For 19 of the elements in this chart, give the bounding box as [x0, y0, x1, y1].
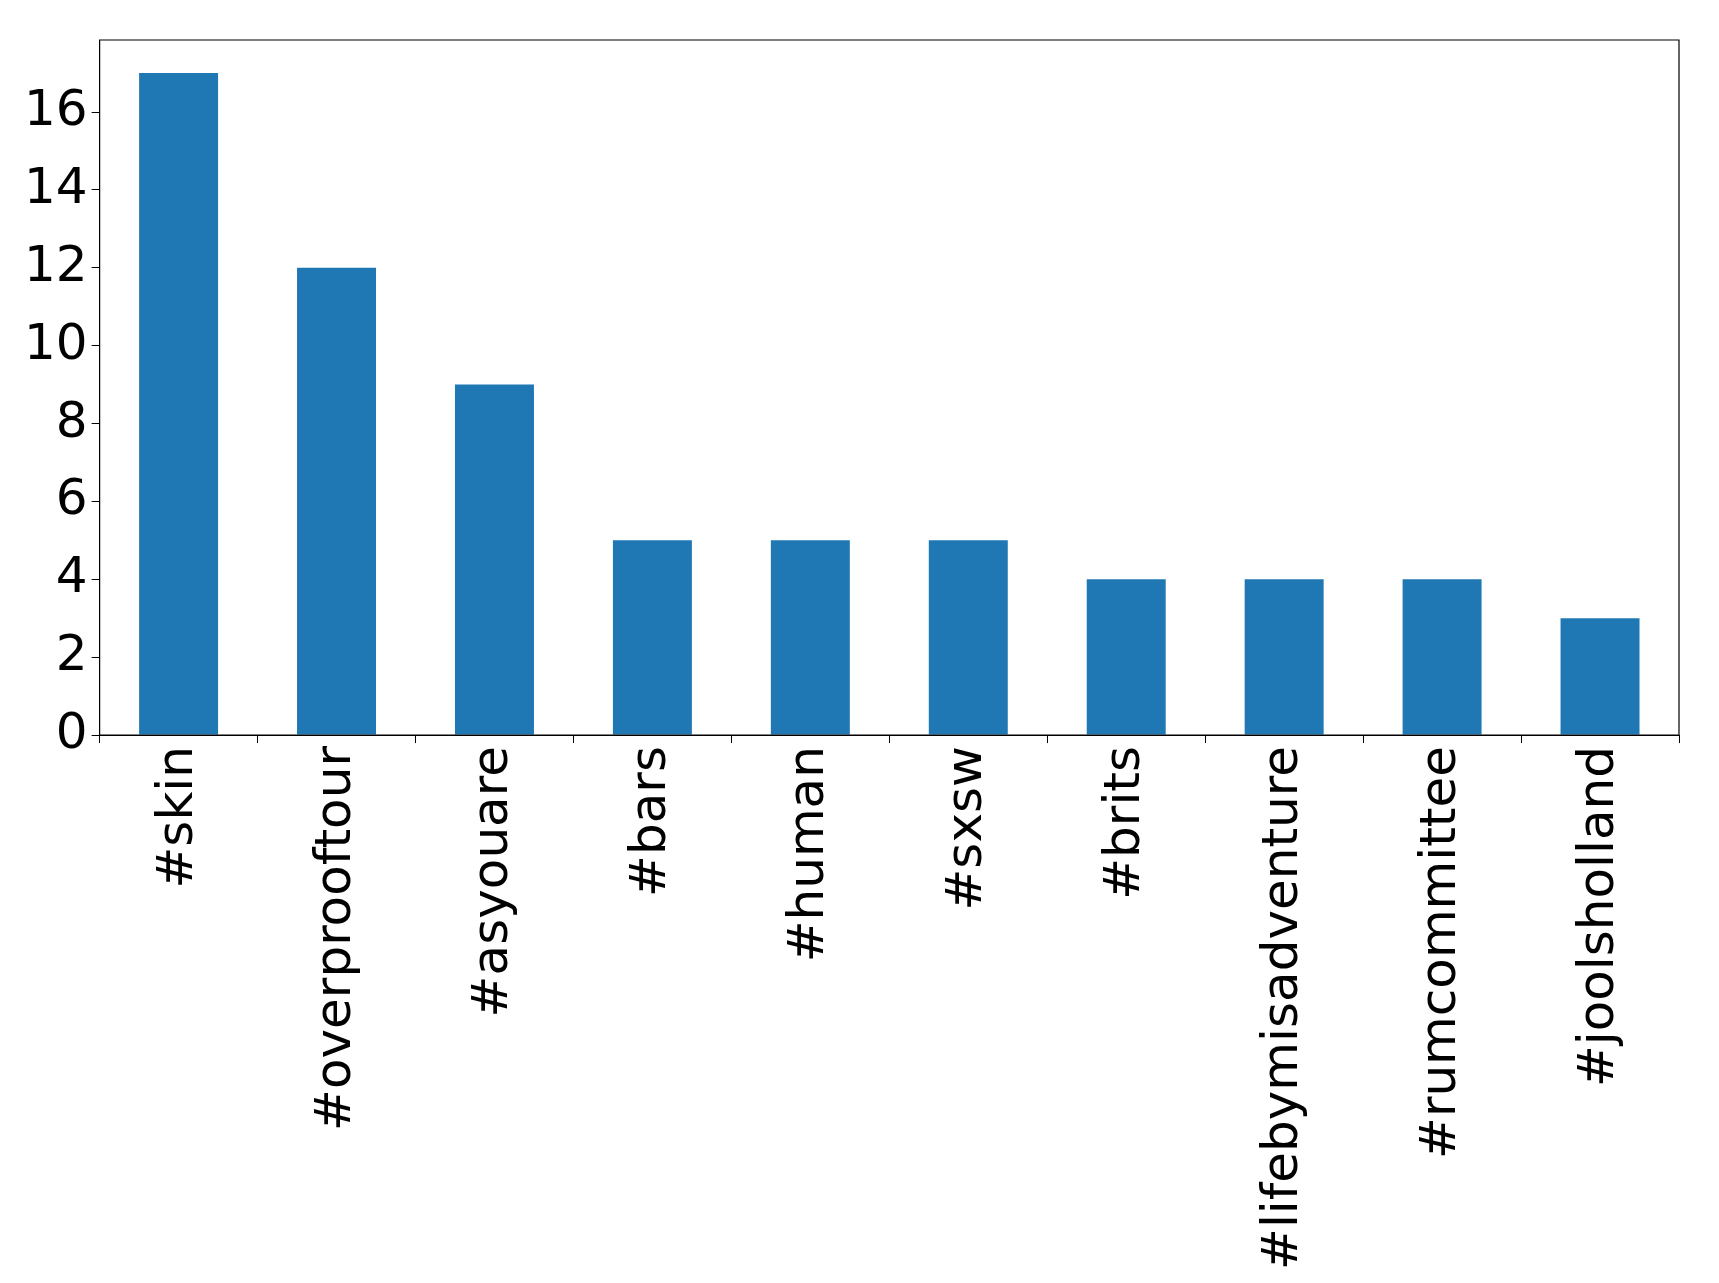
x-tick-label: #joolsholland [1567, 746, 1626, 1088]
y-tick-label: 4 [55, 546, 88, 605]
x-tick-label: #overprooftour [303, 745, 362, 1131]
x-tick-label: #bars [619, 746, 678, 897]
x-tick-label: #skin [145, 746, 204, 889]
x-tick-label: #lifebymisadventure [1251, 746, 1310, 1270]
y-tick-label: 0 [55, 702, 88, 761]
y-tick-label: 10 [24, 312, 88, 371]
x-tick-label: #sxsw [935, 746, 994, 911]
y-tick-label: 16 [24, 79, 88, 138]
x-tick-label: #human [777, 746, 836, 963]
y-tick-label: 6 [55, 468, 88, 527]
x-tick-label: #brits [1093, 746, 1152, 900]
y-tick-label: 8 [55, 390, 88, 449]
x-tick-label: #asyouare [461, 746, 520, 1018]
y-tick-label: 12 [24, 234, 88, 293]
y-tick-label: 14 [24, 156, 88, 215]
x-tick-label: #rumcommittee [1409, 746, 1468, 1160]
y-tick-label: 2 [55, 624, 88, 683]
